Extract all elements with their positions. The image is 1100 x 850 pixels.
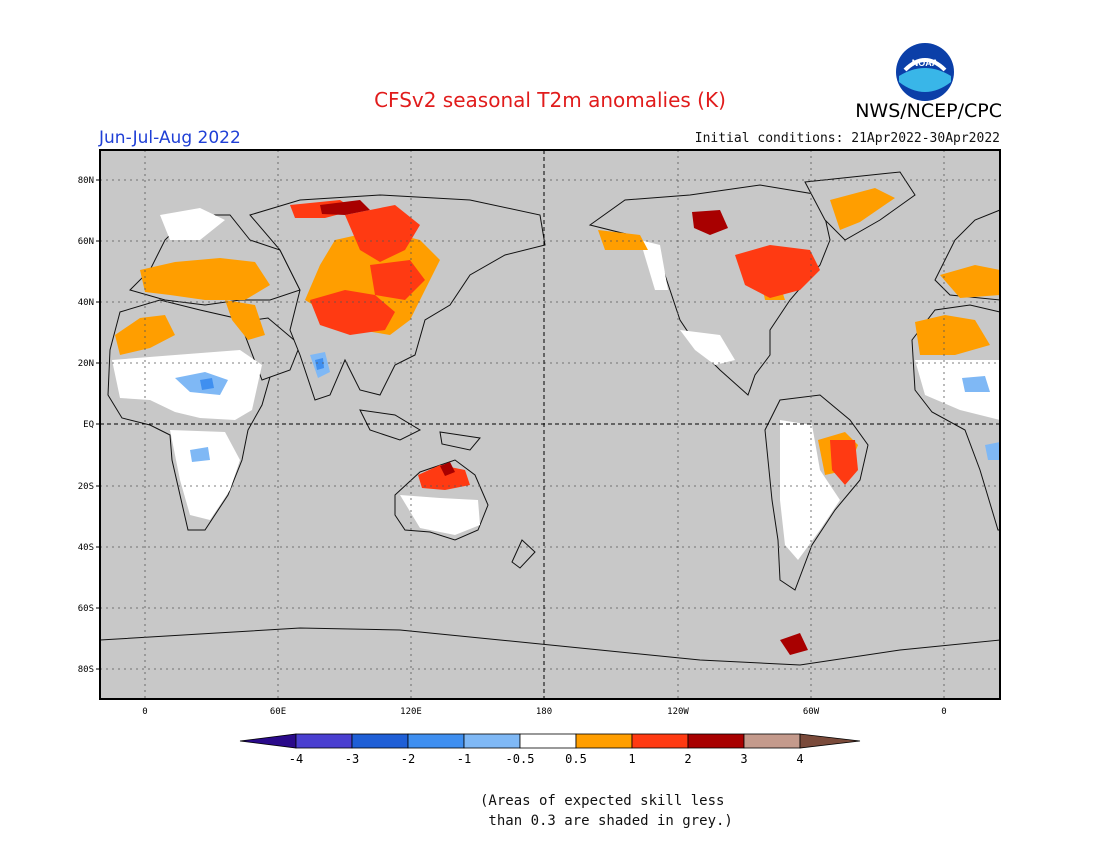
colorbar-label: 0.5 [565,752,587,766]
lat-label: 20S [78,482,94,492]
colorbar-label: 2 [684,752,691,766]
lat-label: 80S [78,665,94,675]
colorbar-label: 4 [796,752,803,766]
lat-ticks [96,179,100,670]
colorbar-label: -3 [345,752,359,766]
colorbar-swatch [743,733,801,749]
skill-note-line1: (Areas of expected skill less [480,793,725,809]
cool-moderate-anomaly-areas [200,358,324,390]
lat-label: 60S [78,604,94,614]
colorbar-swatch [519,733,577,749]
colorbar-swatch [351,733,409,749]
lat-label: 40N [78,298,94,308]
lon-label: 120E [400,707,422,717]
colorbar-label: 1 [628,752,635,766]
colorbar-label: 3 [740,752,747,766]
lon-label: 60W [803,707,820,717]
warm-moderate-anomaly-areas [290,200,858,490]
noaa-logo-icon: NOAA [896,43,954,101]
skill-note-line2: than 0.3 are shaded in grey.) [480,813,733,829]
colorbar-label: -4 [289,752,303,766]
skill-note: (Areas of expected skill less than 0.3 a… [480,791,733,831]
colorbar-swatch [631,733,689,749]
initial-conditions: Initial conditions: 21Apr2022-30Apr2022 [694,131,1000,146]
lon-label: 60E [270,707,286,717]
lon-label: 0 [142,707,147,717]
lon-label: 0 [941,707,946,717]
lat-label: 60N [78,237,94,247]
lat-label: 20N [78,359,94,369]
colorbar-swatch [295,733,353,749]
colorbar-swatch [463,733,521,749]
colorbar-label: -2 [401,752,415,766]
colorbar-labels: -4 -3 -2 -1 -0.5 0.5 1 2 3 4 [289,752,804,766]
map-title: CFSv2 seasonal T2m anomalies (K) [374,88,726,112]
colorbar-swatch [407,733,465,749]
colorbar-swatch-max [799,733,861,749]
noaa-logo-text: NOAA [912,58,939,68]
new-guinea-outline [439,431,481,451]
new-zealand-outline [511,539,536,569]
warm-strong-anomaly-areas [320,200,808,655]
lat-label: EQ [83,420,94,430]
organization-label: NWS/NCEP/CPC [855,100,1002,122]
colorbar-label: -0.5 [506,752,535,766]
longitude-axis: 0 60E 120E 180 120W 60W 0 [142,707,946,717]
colorbar [239,733,861,749]
colorbar-swatch-min [239,733,297,749]
reference-lines [100,150,1000,699]
latitude-axis: 80N 60N 40N 20N EQ 20S 40S 60S 80S [78,176,94,675]
colorbar-swatch [687,733,745,749]
lat-label: 80N [78,176,94,186]
graticule [100,150,1000,699]
indonesia-outline [359,409,422,441]
lon-label: 120W [667,707,689,717]
colorbar-swatch [575,733,633,749]
colorbar-label: -1 [457,752,471,766]
north-america-outline [588,184,831,396]
lon-label: 180 [536,707,552,717]
forecast-period: Jun-Jul-Aug 2022 [99,128,241,148]
lat-label: 40S [78,543,94,553]
